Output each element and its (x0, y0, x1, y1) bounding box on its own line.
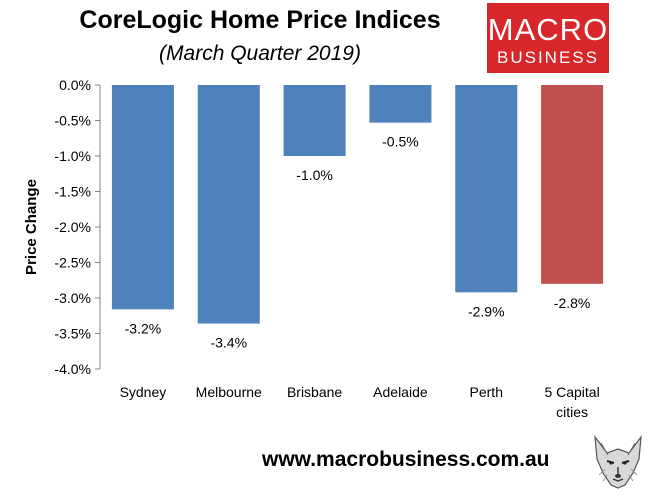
bar (455, 85, 518, 293)
macrobusiness-logo: MACRO BUSINESS (487, 3, 609, 73)
y-tick-label: -3.5% (54, 326, 91, 342)
bar (369, 85, 432, 123)
category-label: Adelaide (373, 384, 428, 400)
category-label: Melbourne (196, 384, 262, 400)
category-label: Perth (470, 384, 503, 400)
website-url: www.macrobusiness.com.au (262, 448, 550, 471)
y-tick-label: -3.0% (54, 290, 91, 306)
data-label: -2.9% (468, 303, 505, 319)
category-label: Sydney (120, 384, 167, 400)
bar (111, 85, 174, 310)
y-tick-label: -2.5% (54, 255, 91, 271)
data-label: -1.0% (296, 167, 333, 183)
data-label: -0.5% (382, 134, 419, 150)
y-tick-label: -0.5% (54, 113, 91, 129)
wolf-logo-icon (587, 431, 649, 491)
logo-line-2: BUSINESS (497, 48, 599, 67)
bar (283, 85, 346, 156)
data-label: -2.8% (554, 295, 591, 311)
y-tick-label: -4.0% (54, 361, 91, 377)
category-label: Brisbane (287, 384, 342, 400)
data-label: -3.2% (125, 320, 162, 336)
data-label: -3.4% (210, 335, 247, 351)
chart-subtitle: (March Quarter 2019) (159, 42, 361, 65)
y-axis-title: Price Change (23, 179, 40, 275)
y-tick-label: -2.0% (54, 219, 91, 235)
y-tick-label: -1.0% (54, 148, 91, 164)
logo-line-1: MACRO (487, 12, 609, 47)
y-tick-label: 0.0% (59, 77, 91, 93)
chart-title: CoreLogic Home Price Indices (79, 6, 441, 34)
bar (541, 85, 604, 284)
bar (197, 85, 260, 324)
category-label: cities (556, 404, 588, 420)
y-tick-label: -1.5% (54, 184, 91, 200)
category-label: 5 Capital (544, 384, 599, 400)
